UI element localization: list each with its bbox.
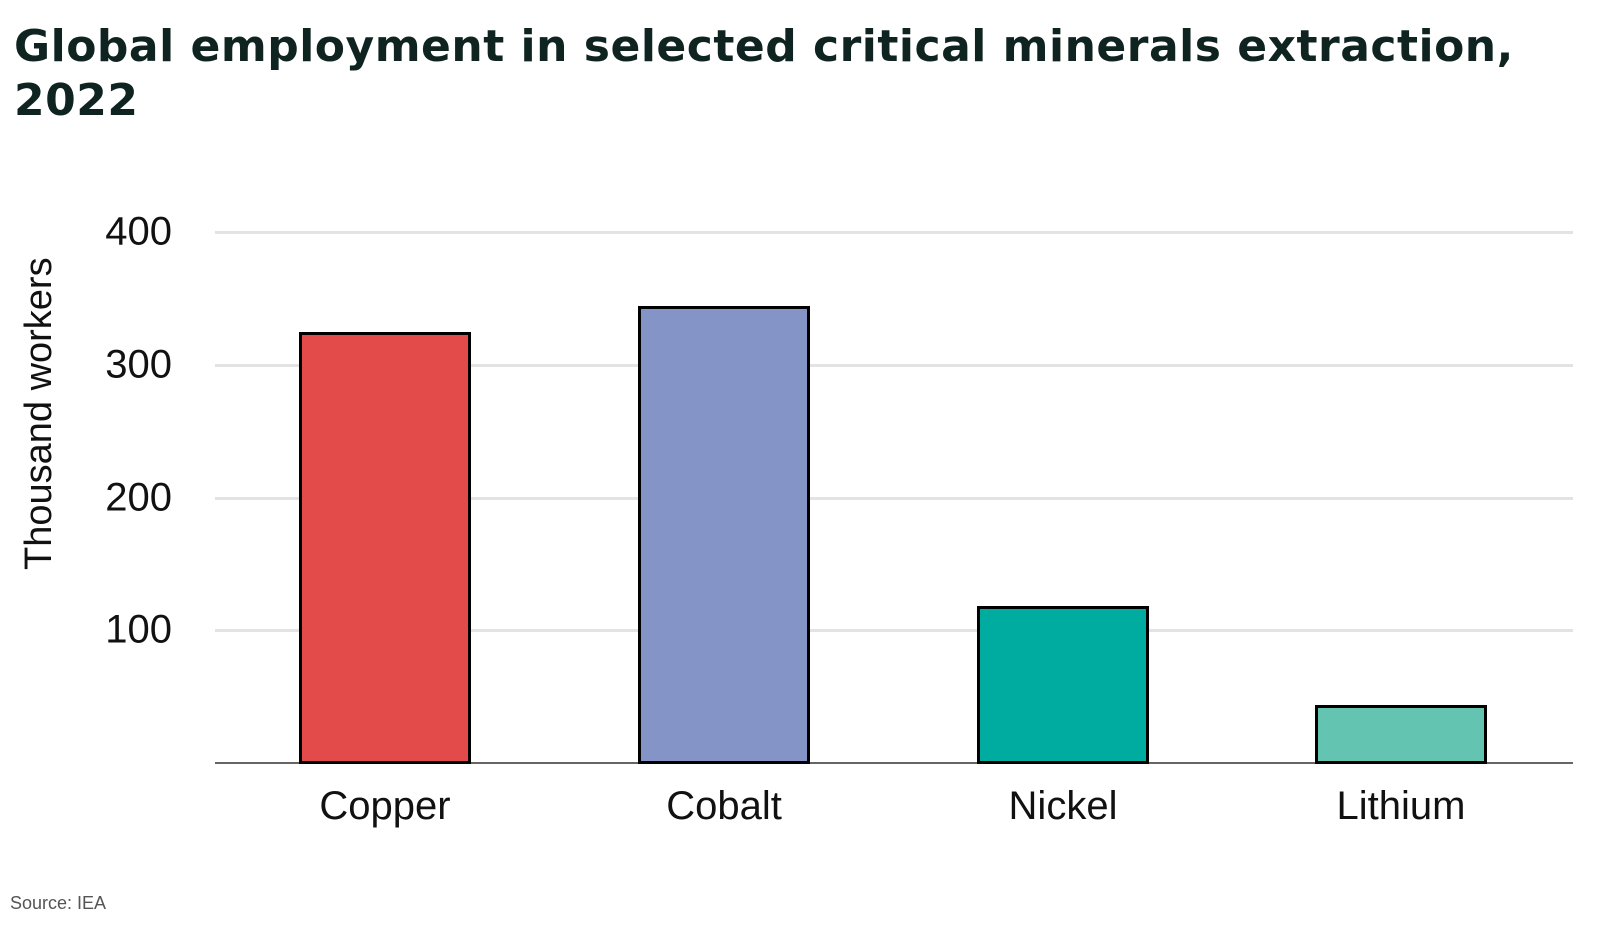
x-axis-line (215, 762, 1573, 764)
y-axis-label: Thousand workers (18, 257, 60, 570)
y-tick-label: 400 (105, 209, 172, 254)
y-tick-label: 300 (105, 342, 172, 387)
bar-cobalt (638, 306, 810, 764)
x-tick-label: Cobalt (666, 784, 782, 828)
x-tick-label: Copper (319, 784, 451, 828)
bar-lithium (1315, 704, 1487, 764)
y-tick-label: 200 (105, 475, 172, 519)
gridline (215, 363, 1573, 367)
x-tick-label: Lithium (1336, 784, 1466, 828)
bar-nickel (977, 606, 1149, 764)
x-tick-label: Nickel (1008, 784, 1118, 828)
gridline (215, 629, 1573, 633)
chart-title: Global employment in selected critical m… (14, 21, 1514, 126)
source-note: Source: IEA (10, 893, 107, 913)
y-tick-label: 100 (105, 607, 172, 652)
gridline (215, 496, 1573, 500)
gridline (215, 231, 1573, 234)
bar-copper (299, 331, 471, 764)
